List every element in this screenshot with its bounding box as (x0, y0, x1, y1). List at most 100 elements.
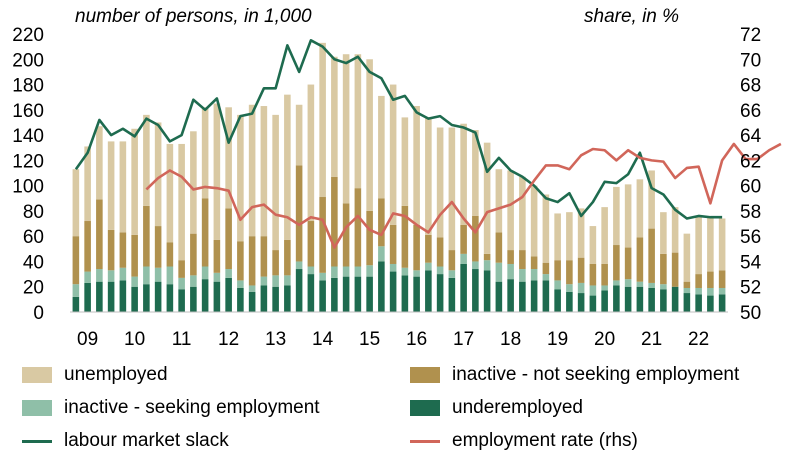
bar-inactive-seeking-employment (295, 261, 303, 270)
bar-inactive-not-seeking-employment (495, 232, 503, 263)
bar-inactive-not-seeking-employment (660, 253, 667, 285)
bar-unemployed (577, 208, 585, 258)
bar-inactive-seeking-employment (636, 281, 644, 287)
bar-unemployed (530, 185, 538, 257)
bar-inactive-seeking-employment (272, 275, 279, 287)
bar-inactive-seeking-employment (425, 262, 432, 271)
bar-unemployed (248, 104, 256, 237)
bar-unemployed (648, 170, 655, 229)
right-axis-tick: 50 (740, 303, 761, 324)
left-axis-tick: 180 (12, 76, 44, 97)
bar-inactive-not-seeking-employment (460, 224, 467, 254)
bar-underemployed (213, 281, 221, 312)
bar-underemployed (342, 276, 350, 312)
bar-inactive-not-seeking-employment (530, 256, 538, 270)
bar-inactive-not-seeking-employment (566, 260, 573, 285)
bar-underemployed (695, 294, 702, 312)
bar-unemployed (154, 122, 162, 227)
left-axis-tick: 40 (23, 253, 44, 274)
bar-inactive-not-seeking-employment (554, 260, 561, 281)
bar-unemployed (84, 146, 91, 222)
bar-unemployed (342, 54, 350, 204)
right-axis-tick: 54 (740, 253, 762, 274)
bar-inactive-not-seeking-employment (695, 274, 702, 288)
bar-unemployed (624, 184, 632, 248)
bar-underemployed (154, 281, 162, 312)
bar-underemployed (413, 276, 420, 312)
bar-underemployed (495, 281, 503, 312)
right-axis-ticks: 50 52 54 56 58 60 62 64 66 68 70 72 (740, 25, 762, 324)
legend: unemployed inactive - not seeking employ… (0, 360, 786, 458)
bar-unemployed (483, 142, 491, 254)
left-axis-unit-label: number of persons, in 1,000 (75, 6, 312, 27)
legend-line-employment-rate (410, 439, 440, 443)
bar-underemployed (237, 287, 244, 312)
bar-unemployed (718, 218, 726, 271)
bar-underemployed (319, 280, 326, 312)
legend-swatch-inactive-not-seeking (410, 367, 440, 383)
bar-inactive-seeking-employment (213, 272, 221, 282)
bar-underemployed (601, 290, 608, 312)
bar-underemployed (636, 286, 644, 312)
bar-inactive-not-seeking-employment (307, 221, 315, 267)
bar-inactive-seeking-employment (225, 269, 232, 278)
bar-inactive-seeking-employment (718, 287, 726, 295)
bar-inactive-not-seeking-employment (342, 203, 350, 267)
x-axis-tick: 20 (594, 329, 615, 350)
bar-inactive-not-seeking-employment (648, 228, 655, 283)
legend-item-unemployed: unemployed (22, 364, 168, 386)
bar-inactive-not-seeking-employment (107, 229, 115, 271)
x-axis-tick: 16 (406, 329, 427, 350)
bar-unemployed (107, 141, 115, 230)
bar-inactive-not-seeking-employment (613, 245, 620, 281)
bar-inactive-seeking-employment (366, 265, 373, 277)
legend-label-inactive-not-seeking: inactive - not seeking employment (452, 364, 740, 385)
bar-inactive-not-seeking-employment (378, 198, 385, 247)
x-axis-tick: 14 (312, 329, 334, 350)
bar-underemployed (577, 293, 585, 312)
bar-unemployed (683, 233, 691, 282)
bar-inactive-seeking-employment (237, 280, 244, 288)
right-axis-tick: 62 (740, 151, 761, 172)
bar-inactive-not-seeking-employment (225, 208, 232, 270)
bar-underemployed (718, 294, 726, 312)
line-labour-market-slack (74, 39, 723, 220)
bar-unemployed (96, 126, 103, 200)
bar-underemployed (425, 270, 432, 312)
bar-inactive-not-seeking-employment (436, 237, 444, 267)
bar-inactive-seeking-employment (284, 275, 291, 286)
bar-unemployed (260, 106, 268, 237)
legend-swatch-underemployed (410, 400, 440, 416)
left-axis-tick: 80 (23, 202, 44, 223)
bar-inactive-seeking-employment (495, 262, 503, 282)
bar-inactive-seeking-employment (166, 266, 174, 285)
bar-inactive-not-seeking-employment (718, 270, 726, 288)
bar-unemployed (213, 103, 221, 240)
bar-inactive-seeking-employment (307, 266, 315, 275)
bar-inactive-not-seeking-employment (319, 197, 326, 273)
bar-underemployed (295, 269, 303, 312)
left-axis-tick: 60 (23, 227, 44, 248)
bar-unemployed (119, 141, 127, 233)
bar-unemployed (143, 114, 150, 206)
x-axis-tick: 12 (218, 329, 239, 350)
bar-underemployed (166, 284, 174, 312)
bar-inactive-not-seeking-employment (401, 205, 409, 268)
bar-unemployed (707, 217, 714, 272)
bar-inactive-seeking-employment (707, 287, 714, 296)
bar-inactive-seeking-employment (342, 266, 350, 277)
bar-underemployed (307, 274, 315, 312)
line-employment-rate-rhs (145, 142, 782, 249)
bar-underemployed (178, 289, 185, 312)
bar-inactive-not-seeking-employment (601, 263, 608, 286)
bar-underemployed (554, 289, 561, 312)
bar-underemployed (448, 277, 456, 312)
bar-inactive-not-seeking-employment (577, 257, 585, 283)
bar-unemployed (284, 94, 291, 240)
bar-unemployed (166, 143, 174, 243)
bar-inactive-seeking-employment (131, 276, 138, 287)
bar-unemployed (131, 128, 138, 235)
bar-inactive-seeking-employment (119, 267, 127, 281)
bar-inactive-seeking-employment (354, 266, 362, 277)
